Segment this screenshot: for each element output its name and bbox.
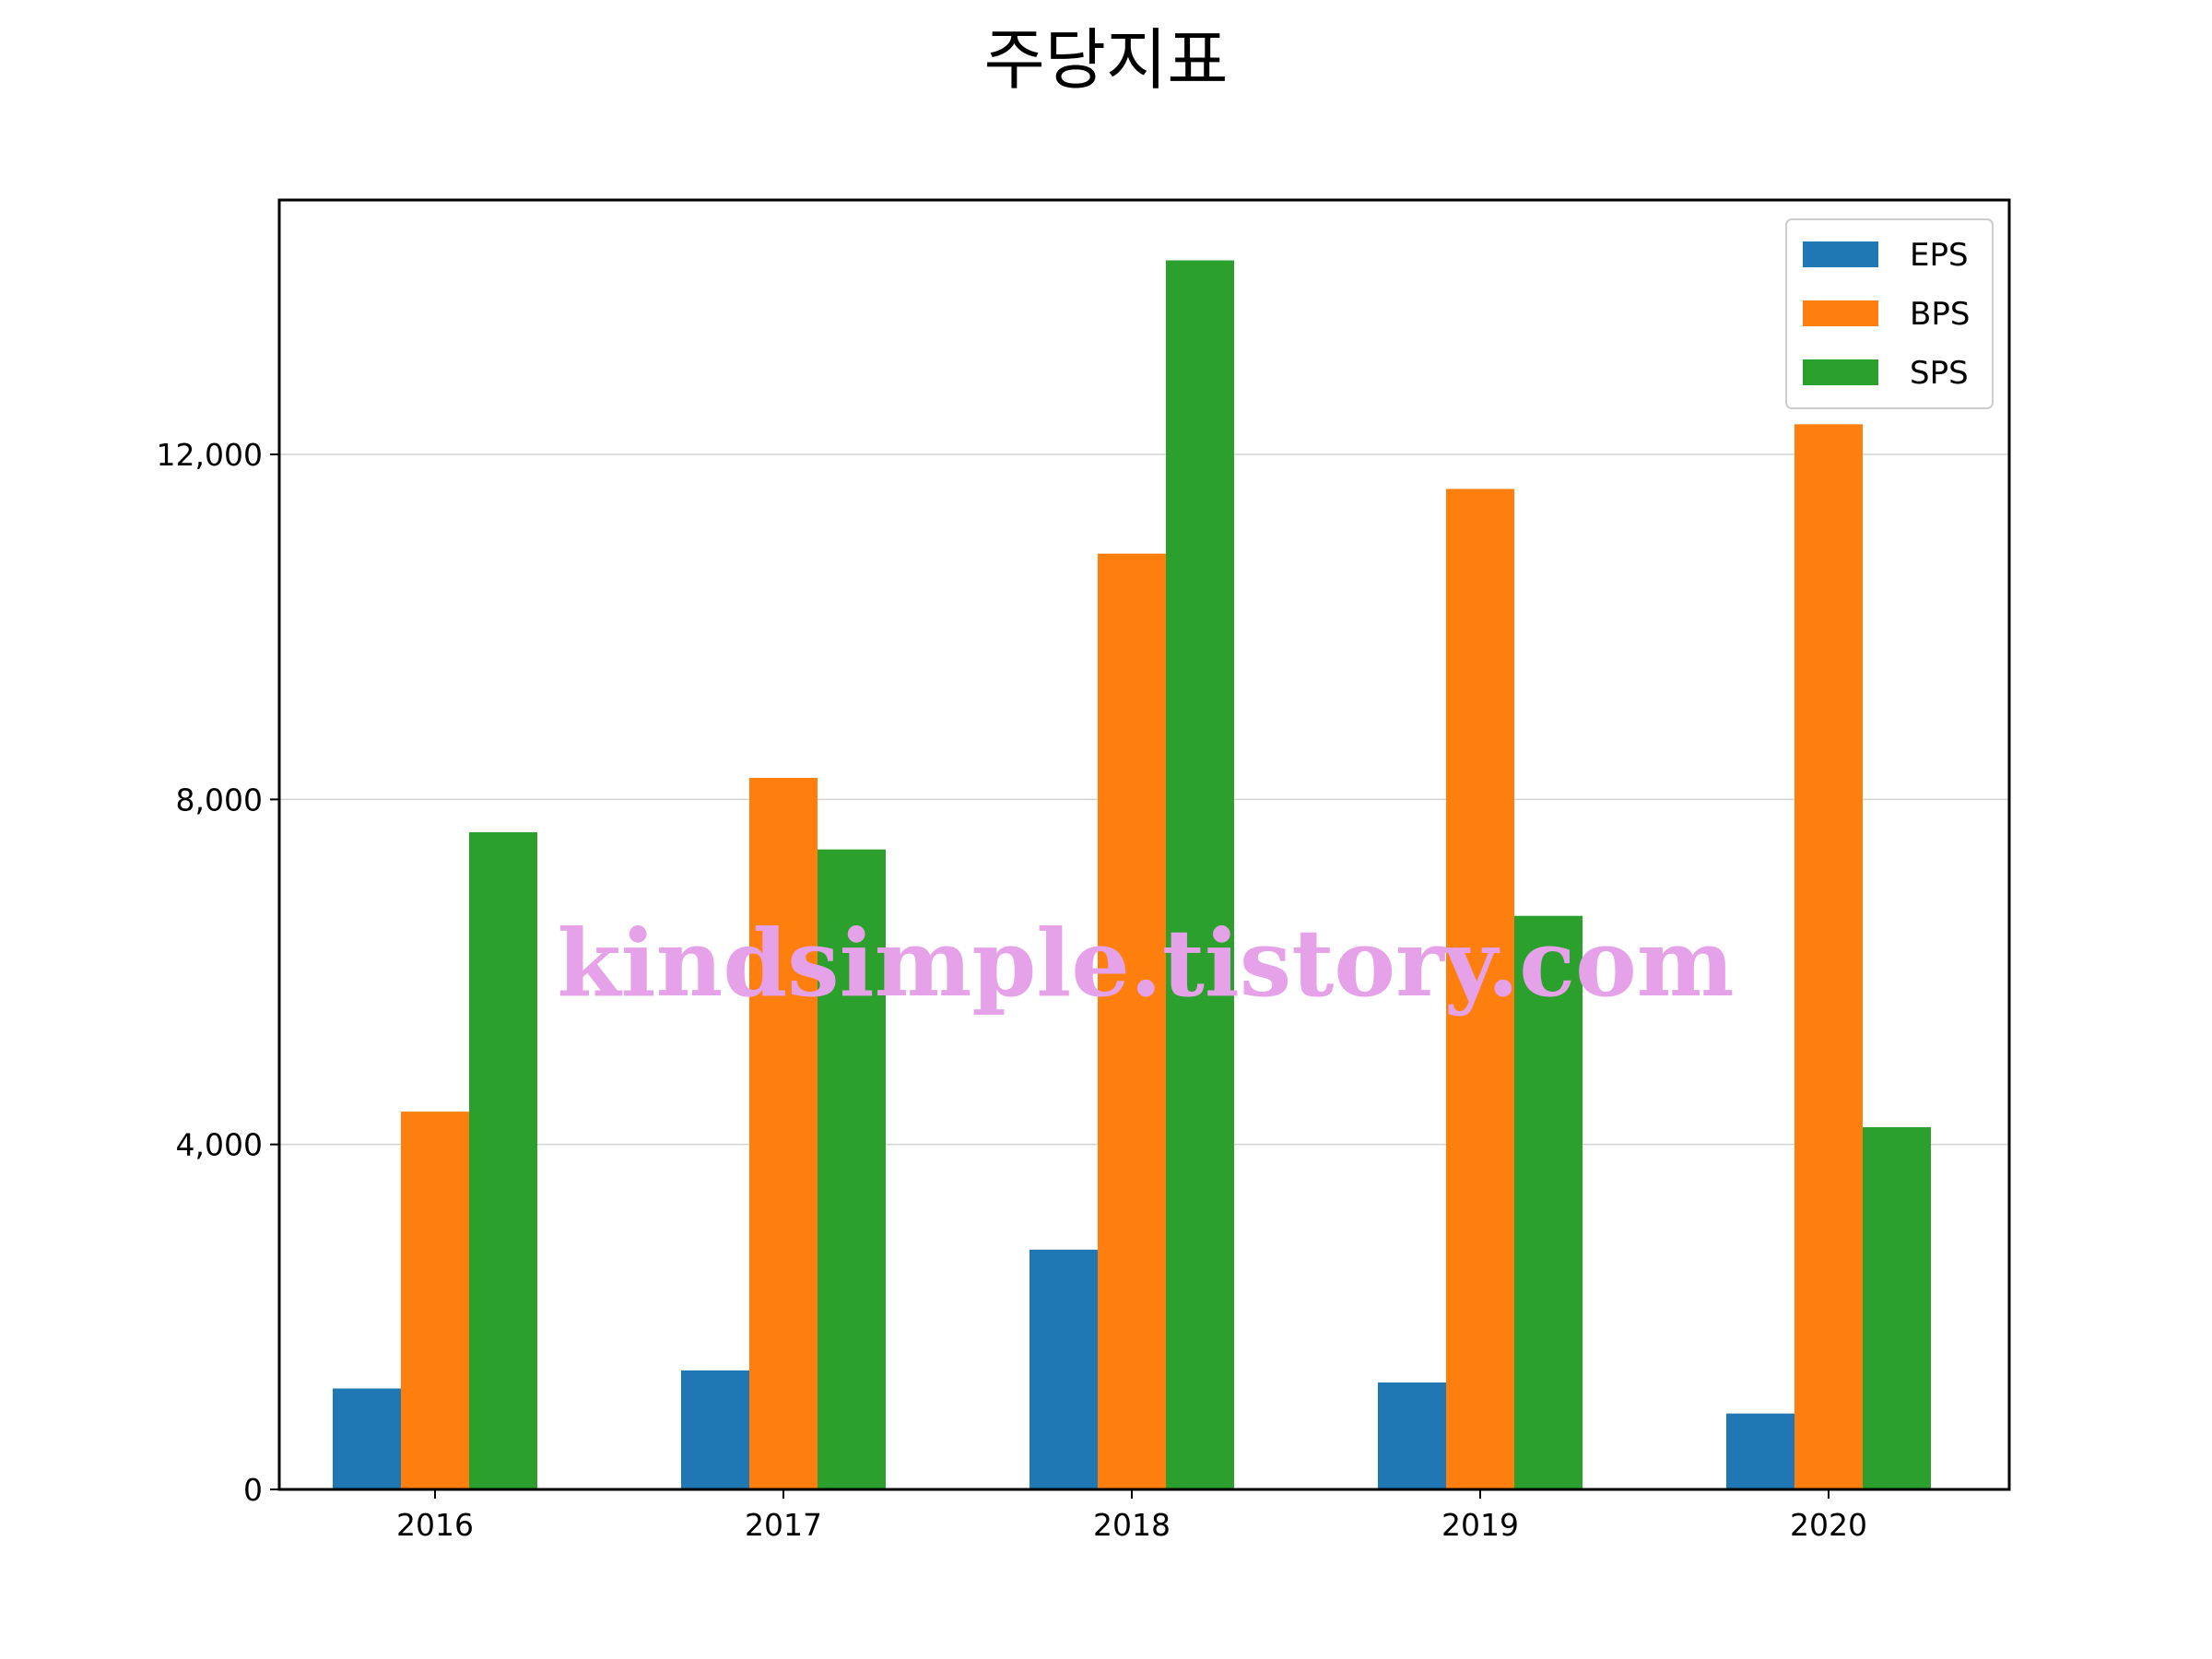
legend-swatch-sps — [1803, 359, 1878, 385]
watermark-text: kindsimple.tistory.com — [557, 909, 1734, 1018]
bar-eps-2017 — [681, 1370, 749, 1489]
plot-frame — [277, 198, 2011, 1491]
bar-eps-2020 — [1726, 1413, 1794, 1489]
y-tick-label: 12,000 — [157, 437, 263, 473]
bar-sps-2019 — [1514, 915, 1583, 1489]
legend: EPS BPS SPS — [1785, 218, 1994, 409]
y-tick-label: 4,000 — [176, 1127, 263, 1163]
bar-eps-2019 — [1378, 1382, 1446, 1489]
y-axis: 0 4,000 8,000 12,000 — [157, 437, 279, 1508]
bar-eps-2016 — [333, 1388, 401, 1489]
legend-swatch-bps — [1803, 300, 1878, 326]
x-axis: 2016 2017 2018 2019 2020 — [396, 1489, 1867, 1543]
bar-sps-2018 — [1166, 260, 1234, 1489]
bar-bps-2018 — [1098, 553, 1166, 1489]
bar-sps-2020 — [1863, 1126, 1931, 1489]
y-tick-label: 8,000 — [176, 782, 263, 818]
legend-swatch-eps — [1803, 241, 1878, 267]
x-tick-label: 2018 — [1093, 1507, 1171, 1543]
bar-bps-2019 — [1446, 488, 1514, 1489]
chart-title: 주당지표 — [984, 21, 1229, 99]
bar-sps-2016 — [469, 831, 537, 1489]
bar-sps-2017 — [818, 849, 886, 1489]
x-tick-label: 2016 — [396, 1507, 474, 1543]
legend-label-bps: BPS — [1910, 296, 1970, 333]
bar-eps-2018 — [1030, 1249, 1098, 1489]
legend-label-sps: SPS — [1910, 355, 1969, 392]
bar-bps-2020 — [1794, 424, 1863, 1490]
y-tick-label: 0 — [243, 1472, 263, 1508]
x-tick-label: 2017 — [745, 1507, 822, 1543]
x-tick-label: 2019 — [1441, 1507, 1519, 1543]
bar-bps-2016 — [401, 1112, 469, 1489]
x-tick-label: 2020 — [1790, 1507, 1867, 1543]
bar-bps-2017 — [749, 777, 818, 1489]
legend-label-eps: EPS — [1910, 237, 1969, 274]
bars — [333, 260, 1931, 1490]
